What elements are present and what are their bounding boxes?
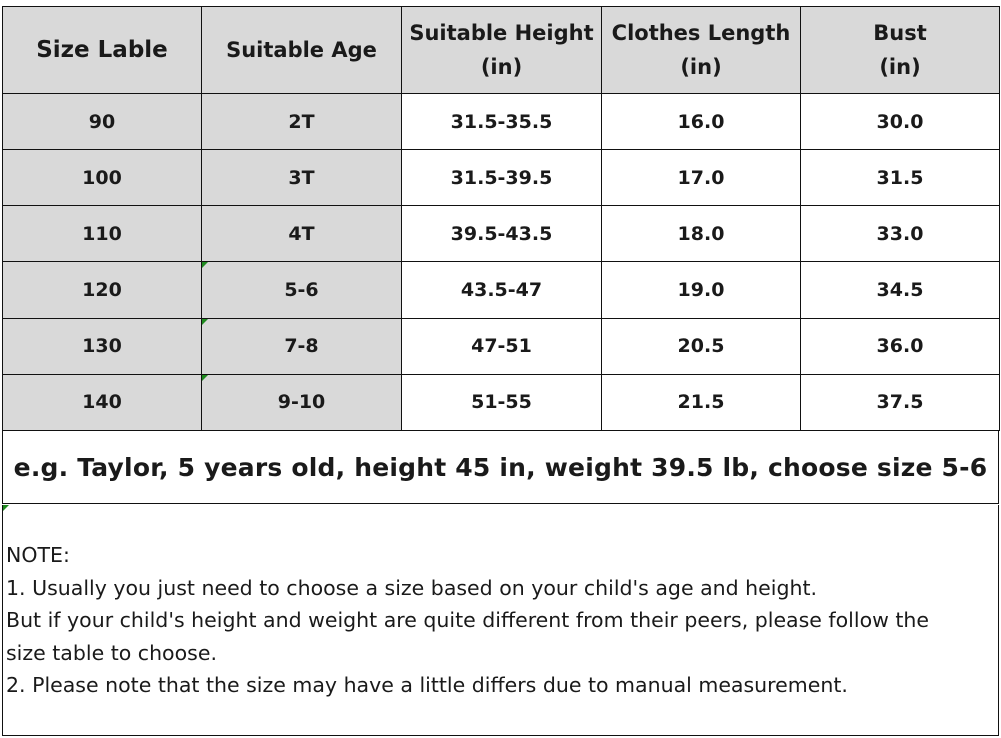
size-table: Size Lable Suitable Age Suitable Height … <box>2 6 1000 432</box>
header-suitable-age: Suitable Age <box>201 6 402 94</box>
note-line: size table to choose. <box>6 640 217 665</box>
header-clothes-length-title: Clothes Length <box>611 21 791 45</box>
table-row: 120 5-6 43.5-47 19.0 34.5 <box>2 261 1000 319</box>
cell-size: 90 <box>2 92 202 151</box>
cell-height: 47-51 <box>401 317 602 375</box>
note-line: 2. Please note that the size may have a … <box>6 673 848 697</box>
cell-size: 110 <box>2 205 202 263</box>
note-line: But if your child's height and weight ar… <box>6 608 930 632</box>
cell-length: 16.0 <box>601 92 801 151</box>
cell-age: 2T <box>201 92 402 151</box>
cell-age: 3T <box>201 149 402 207</box>
table-row: 130 7-8 47-51 20.5 36.0 <box>2 317 1000 375</box>
header-suitable-height-unit: (in) <box>480 55 523 79</box>
cell-length: 17.0 <box>601 149 801 207</box>
header-bust-title: Bust <box>873 21 927 45</box>
header-suitable-height-title: Suitable Height <box>409 21 594 45</box>
corner-marker <box>3 505 9 511</box>
table-row: 110 4T 39.5-43.5 18.0 33.0 <box>2 205 1000 263</box>
note-line: 1. Usually you just need to choose a siz… <box>6 575 818 600</box>
header-clothes-length-unit: (in) <box>680 55 722 79</box>
note-box: NOTE: 1. Usually you just need to choose… <box>2 505 999 736</box>
cell-length: 19.0 <box>601 261 801 319</box>
header-size-label: Size Lable <box>2 6 202 94</box>
cell-age: 4T <box>201 205 402 263</box>
header-suitable-height: Suitable Height (in) <box>401 6 602 94</box>
cell-size: 130 <box>2 317 202 375</box>
cell-height: 43.5-47 <box>401 261 602 319</box>
header-row: Size Lable Suitable Age Suitable Height … <box>2 6 1000 94</box>
cell-bust: 37.5 <box>800 373 1000 432</box>
header-clothes-length: Clothes Length (in) <box>601 6 801 94</box>
table-row: 100 3T 31.5-39.5 17.0 31.5 <box>2 149 1000 207</box>
cell-size: 140 <box>2 373 202 432</box>
cell-bust: 30.0 <box>800 92 1000 151</box>
table-row: 90 2T 31.5-35.5 16.0 30.0 <box>2 92 1000 151</box>
cell-bust: 31.5 <box>800 149 1000 207</box>
cell-length: 21.5 <box>601 373 801 432</box>
note-lines: NOTE: 1. Usually you just need to choose… <box>6 539 988 702</box>
cell-length: 18.0 <box>601 205 801 263</box>
cell-bust: 34.5 <box>800 261 1000 319</box>
cell-length: 20.5 <box>601 317 801 375</box>
cell-size: 120 <box>2 261 202 319</box>
example-box: e.g. Taylor, 5 years old, height 45 in, … <box>2 431 999 504</box>
note-title: NOTE: <box>6 543 70 567</box>
table-row: 140 9-10 51-55 21.5 37.5 <box>2 373 1000 432</box>
header-bust: Bust (in) <box>800 6 1000 94</box>
example-text: e.g. Taylor, 5 years old, height 45 in, … <box>13 452 988 482</box>
cell-bust: 36.0 <box>800 317 1000 375</box>
cell-height: 51-55 <box>401 373 602 432</box>
cell-height: 31.5-35.5 <box>401 92 602 151</box>
cell-height: 39.5-43.5 <box>401 205 602 263</box>
cell-age: 7-8 <box>201 317 402 375</box>
cell-height: 31.5-39.5 <box>401 149 602 207</box>
cell-age: 5-6 <box>201 261 402 319</box>
header-bust-unit: (in) <box>879 55 921 79</box>
cell-size: 100 <box>2 149 202 207</box>
cell-bust: 33.0 <box>800 205 1000 263</box>
cell-age: 9-10 <box>201 373 402 432</box>
